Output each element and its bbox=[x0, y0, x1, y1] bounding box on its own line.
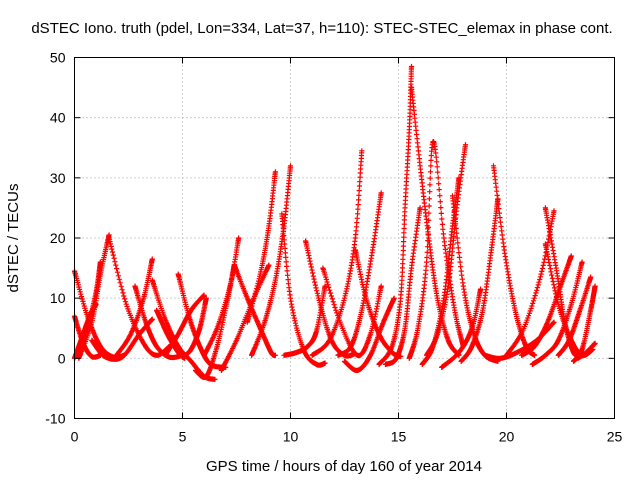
data-series-arc bbox=[490, 163, 538, 358]
data-point-markers bbox=[309, 148, 365, 358]
data-point-markers bbox=[439, 286, 484, 370]
chart-title: dSTEC Iono. truth (pdel, Lon=334, Lat=37… bbox=[31, 20, 612, 37]
data-point-markers bbox=[376, 63, 415, 367]
data-series-arc bbox=[218, 262, 272, 373]
x-tick-label: 25 bbox=[607, 429, 623, 445]
data-point-markers bbox=[529, 259, 585, 367]
data-series-arc bbox=[309, 148, 365, 358]
data-series-arc bbox=[244, 169, 278, 325]
x-tick-label: 0 bbox=[71, 429, 79, 445]
y-tick-label: 30 bbox=[50, 170, 66, 186]
data-point-markers bbox=[106, 235, 173, 358]
data-series-arc bbox=[555, 274, 594, 358]
data-point-markers bbox=[320, 265, 384, 359]
y-tick-label: 20 bbox=[50, 230, 66, 246]
data-series-arc bbox=[279, 211, 328, 368]
y-tick-label: 40 bbox=[50, 110, 66, 126]
data-series-arc bbox=[382, 205, 423, 367]
data-point-markers bbox=[555, 274, 594, 358]
y-tick-label: 0 bbox=[58, 350, 66, 366]
data-point-markers bbox=[179, 295, 209, 360]
data-point-markers bbox=[244, 169, 278, 325]
y-axis-title: dSTEC / TECUs bbox=[5, 184, 22, 293]
x-tick-label: 20 bbox=[499, 429, 515, 445]
axis-ticks: 0 5 10 15 20 25 -10 0 10 20 30 40 50 bbox=[45, 50, 622, 445]
data-series-arc bbox=[231, 262, 278, 358]
data-series-arc bbox=[376, 63, 415, 367]
x-tick-label: 5 bbox=[179, 429, 187, 445]
data-point-markers bbox=[231, 262, 278, 358]
data-series-arc bbox=[529, 259, 585, 367]
x-tick-label: 15 bbox=[391, 429, 407, 445]
data-point-markers bbox=[218, 262, 272, 373]
data-series-arc bbox=[406, 139, 466, 361]
data-series-arc bbox=[320, 265, 384, 359]
data-series-arc bbox=[179, 295, 209, 360]
data-series-arc bbox=[439, 286, 484, 370]
data-series-arc bbox=[162, 292, 207, 358]
data-series-arc bbox=[106, 235, 173, 358]
data-point-markers bbox=[406, 139, 466, 361]
data-point-markers bbox=[162, 292, 207, 358]
data-point-markers bbox=[382, 205, 423, 367]
data-point-markers bbox=[279, 211, 328, 368]
y-tick-label: -10 bbox=[45, 411, 65, 427]
x-tick-label: 10 bbox=[283, 429, 299, 445]
data-point-markers bbox=[458, 196, 501, 364]
data-point-markers bbox=[575, 340, 598, 361]
data-series bbox=[71, 63, 598, 382]
data-series-arc bbox=[458, 196, 501, 364]
y-tick-label: 10 bbox=[50, 290, 66, 306]
x-axis-title: GPS time / hours of day 160 of year 2014 bbox=[206, 458, 482, 475]
data-series-arc bbox=[249, 163, 294, 358]
data-point-markers bbox=[249, 163, 294, 358]
data-series-arc bbox=[575, 340, 598, 361]
data-point-markers bbox=[490, 163, 538, 358]
y-tick-label: 50 bbox=[50, 50, 66, 66]
